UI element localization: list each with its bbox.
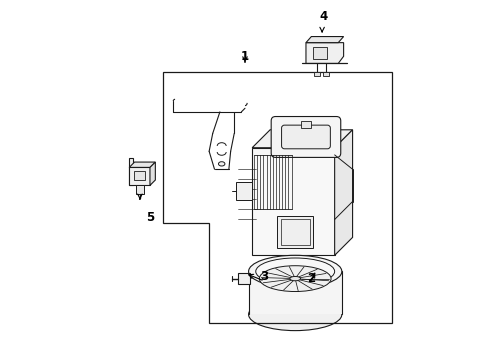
Polygon shape <box>238 273 250 284</box>
Polygon shape <box>129 162 155 167</box>
Ellipse shape <box>248 298 342 330</box>
Bar <box>134 171 145 180</box>
Ellipse shape <box>256 258 335 285</box>
Polygon shape <box>306 42 343 63</box>
Polygon shape <box>306 37 343 42</box>
Bar <box>277 216 313 248</box>
Text: 4: 4 <box>320 10 328 23</box>
Polygon shape <box>150 162 155 185</box>
Text: 1: 1 <box>241 50 249 63</box>
Ellipse shape <box>248 255 342 288</box>
Polygon shape <box>252 130 353 148</box>
Bar <box>252 148 335 255</box>
FancyBboxPatch shape <box>282 125 330 149</box>
Polygon shape <box>129 167 150 185</box>
Ellipse shape <box>290 276 300 281</box>
Text: 3: 3 <box>261 270 269 283</box>
Bar <box>323 72 329 76</box>
Bar <box>248 271 342 315</box>
Bar <box>281 220 310 244</box>
Bar <box>136 185 144 194</box>
Text: 5: 5 <box>146 211 154 224</box>
FancyBboxPatch shape <box>271 117 341 157</box>
Bar <box>313 46 327 59</box>
Bar <box>236 182 252 200</box>
Ellipse shape <box>259 266 331 292</box>
Ellipse shape <box>219 162 225 166</box>
Bar <box>129 158 133 185</box>
Text: 2: 2 <box>307 272 316 285</box>
Bar <box>300 121 311 128</box>
Bar <box>314 72 319 76</box>
Polygon shape <box>335 130 353 255</box>
